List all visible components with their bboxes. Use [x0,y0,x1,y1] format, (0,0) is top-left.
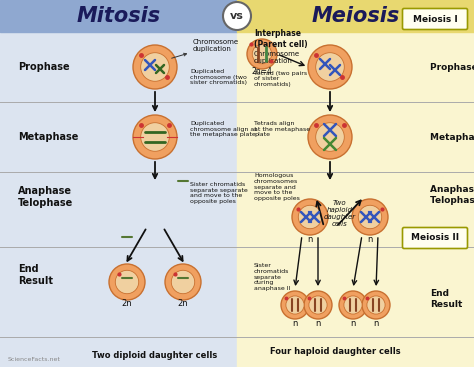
Circle shape [141,123,169,151]
Text: Prophase: Prophase [18,62,70,72]
Circle shape [316,53,344,81]
Circle shape [223,2,251,30]
Text: Metaphase: Metaphase [18,132,78,142]
Circle shape [309,296,327,314]
Text: Anaphase I
Telophase I: Anaphase I Telophase I [430,185,474,205]
FancyBboxPatch shape [402,8,467,29]
Text: Two diploid daughter cells: Two diploid daughter cells [92,350,218,360]
Circle shape [304,291,332,319]
Circle shape [362,291,390,319]
Text: n: n [307,235,313,243]
Text: Meiosis II: Meiosis II [411,233,459,243]
Circle shape [358,205,382,229]
Bar [0,0,237,367]
Circle shape [171,270,195,294]
Circle shape [339,291,367,319]
Circle shape [292,199,328,235]
Text: n: n [292,319,298,327]
Text: Meiosis: Meiosis [311,6,400,26]
Text: Chromosome
duplication: Chromosome duplication [254,51,300,63]
Bar [237,0,474,367]
Text: vs: vs [230,11,244,21]
Circle shape [115,270,139,294]
Text: Duplicated
chromosome align at
the metaphase plate: Duplicated chromosome align at the metap… [190,121,257,137]
Text: Metaphase I: Metaphase I [430,132,474,142]
Text: Sister chromatids
separate separate
and move to the
opposite poles: Sister chromatids separate separate and … [190,182,248,204]
Text: Chromosome
duplication: Chromosome duplication [172,39,239,58]
Text: Prophase I: Prophase I [430,62,474,72]
Circle shape [367,296,385,314]
Circle shape [165,264,201,300]
Circle shape [133,115,177,159]
Bar [237,0,474,32]
Text: Sister
chromatids
separate
during
anaphase II: Sister chromatids separate during anapha… [254,263,291,291]
Text: End
Result: End Result [430,289,462,309]
Circle shape [133,45,177,89]
Text: Tetrad (two pairs
of sister
chromatids): Tetrad (two pairs of sister chromatids) [254,71,307,87]
Circle shape [308,45,352,89]
Text: Duplicated
chromosome (two
sister chromatids): Duplicated chromosome (two sister chroma… [190,69,247,85]
FancyBboxPatch shape [402,228,467,248]
Circle shape [109,264,145,300]
Text: Meiosis I: Meiosis I [413,15,457,23]
Text: n: n [350,319,356,327]
Text: Mitosis: Mitosis [76,6,161,26]
Text: 2n: 2n [178,299,188,309]
Text: n: n [367,235,373,243]
Text: n: n [374,319,379,327]
Text: End
Result: End Result [18,264,53,286]
Bar [0,0,237,32]
Text: Homologous
chromosomes
separate and
move to the
opposite poles: Homologous chromosomes separate and move… [254,173,300,201]
Circle shape [308,115,352,159]
Circle shape [252,44,272,64]
Text: Tetrads align
at the metaphase
plate: Tetrads align at the metaphase plate [254,121,310,137]
Circle shape [352,199,388,235]
Text: 2n: 2n [122,299,132,309]
Circle shape [298,205,322,229]
Text: 2n=4: 2n=4 [252,66,273,76]
Circle shape [316,123,344,151]
Text: ScienceFacts.net: ScienceFacts.net [8,357,61,362]
Text: Four haploid daughter cells: Four haploid daughter cells [270,348,401,356]
Circle shape [286,296,304,314]
Circle shape [344,296,362,314]
Circle shape [141,53,169,81]
Text: Anaphase
Telophase: Anaphase Telophase [18,186,73,208]
Circle shape [247,39,277,69]
Text: Interphase
(Parent cell): Interphase (Parent cell) [254,29,308,49]
Text: n: n [315,319,321,327]
Text: Two
haploid
daughter
cells: Two haploid daughter cells [324,200,356,227]
Circle shape [281,291,309,319]
